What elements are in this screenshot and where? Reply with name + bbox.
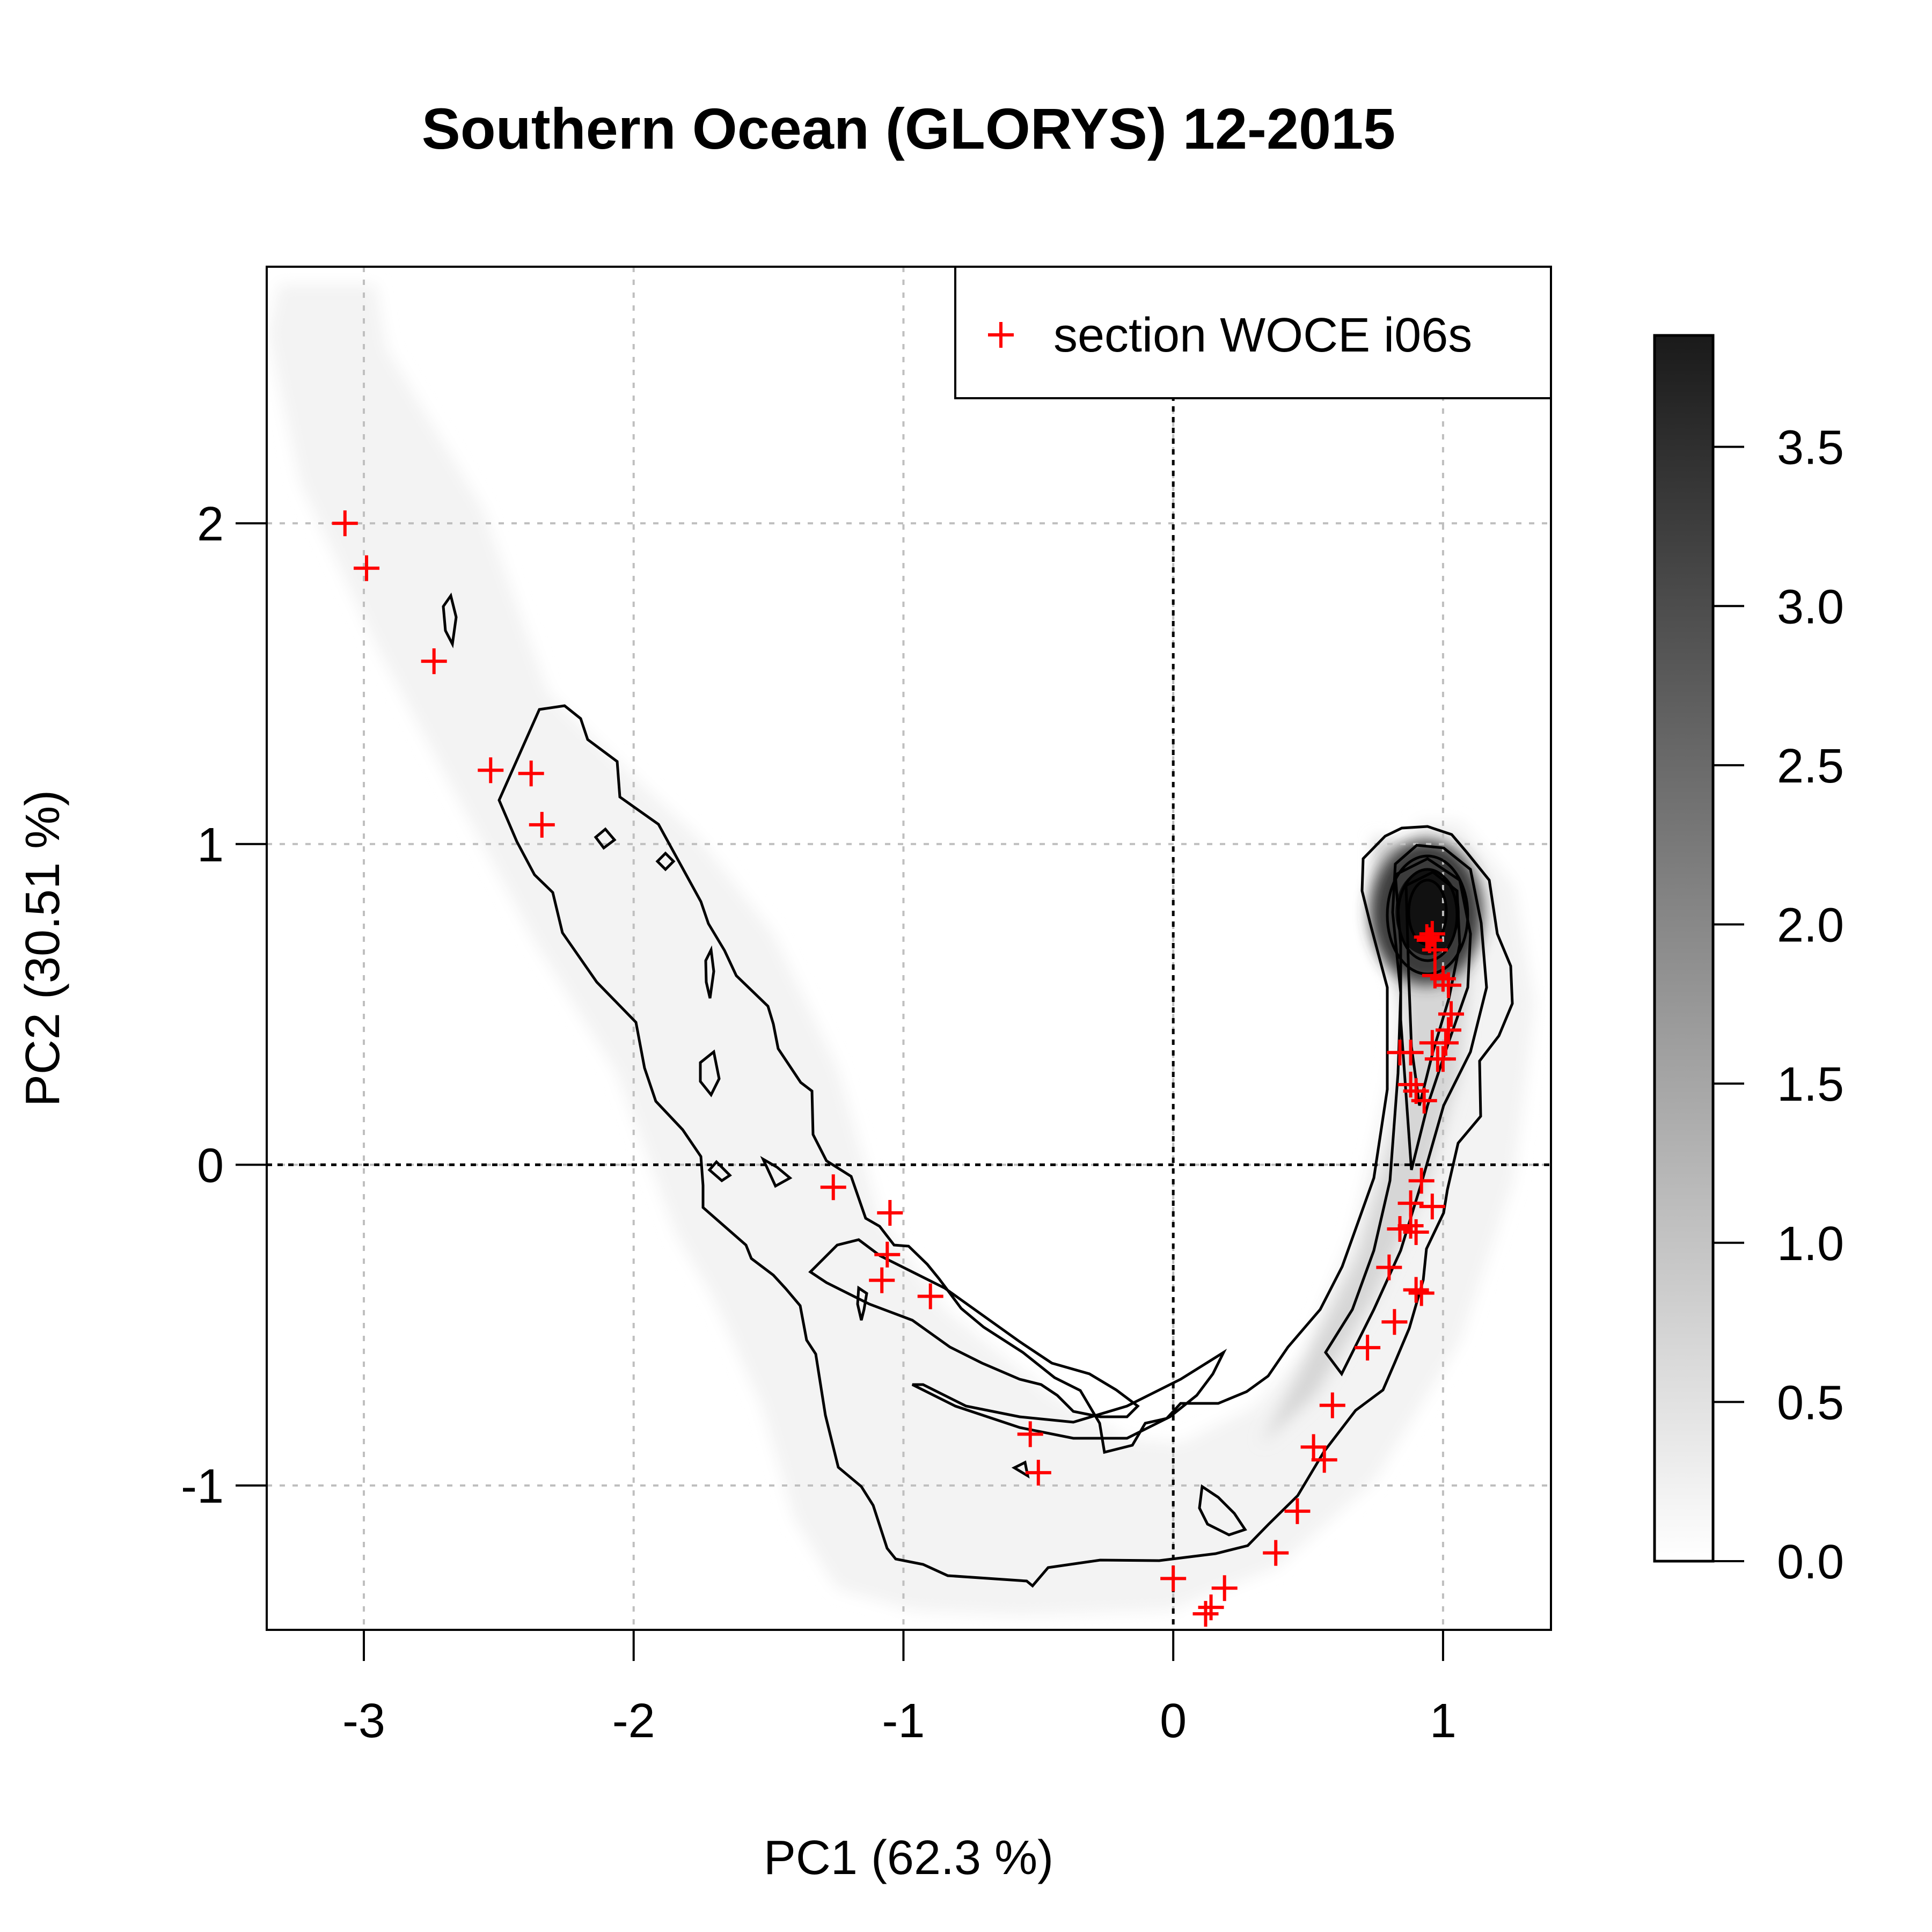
y-tick-label: -1 [181,1460,224,1513]
density-fill-outer [268,284,1535,1615]
colorbar-axis: 0.0 0.5 1.0 1.5 2.0 2.5 3.0 3.5 [1713,421,1844,1589]
legend: section WOCE i06s [955,267,1551,398]
x-axis: -3 -2 -1 0 1 [342,1630,1457,1748]
colorbar-tick-label: 0.0 [1777,1535,1844,1589]
colorbar-tick-label: 2.5 [1777,740,1844,793]
colorbar-tick-label: 1.5 [1777,1058,1844,1111]
colorbar: 0.0 0.5 1.0 1.5 2.0 2.5 3.0 3.5 [1655,335,1844,1589]
x-tick-label: -2 [612,1694,655,1748]
data-point [1193,1601,1219,1627]
y-tick-label: 1 [197,818,224,872]
y-axis: -1 0 1 2 [181,497,267,1513]
chart-title: Southern Ocean (GLORYS) 12-2015 [422,96,1395,161]
x-tick-label: 1 [1430,1694,1457,1748]
colorbar-gradient [1655,335,1713,1561]
x-tick-label: 0 [1160,1694,1187,1748]
y-tick-label: 2 [197,497,224,551]
colorbar-tick-label: 2.0 [1777,899,1844,953]
y-tick-label: 0 [197,1139,224,1192]
y-axis-label: PC2 (30.51 %) [16,790,70,1107]
density-background [268,284,1535,1615]
colorbar-tick-label: 3.5 [1777,421,1844,475]
colorbar-tick-label: 1.0 [1777,1217,1844,1271]
x-tick-label: -3 [342,1694,385,1748]
x-tick-label: -1 [882,1694,925,1748]
colorbar-tick-label: 0.5 [1777,1376,1844,1430]
legend-label: section WOCE i06s [1053,309,1472,362]
x-axis-label: PC1 (62.3 %) [764,1831,1053,1885]
data-point [1198,1594,1224,1620]
colorbar-tick-label: 3.0 [1777,580,1844,634]
